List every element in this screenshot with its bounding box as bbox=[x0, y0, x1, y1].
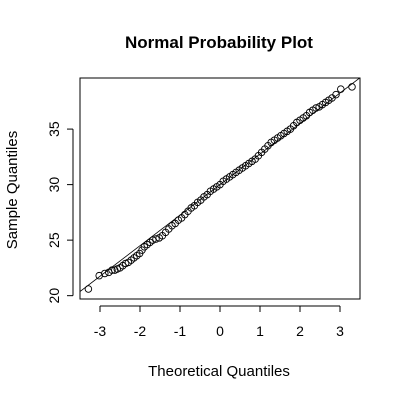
data-point bbox=[348, 83, 356, 91]
data-point bbox=[108, 266, 116, 274]
y-axis-label: Sample Quantiles bbox=[4, 131, 21, 249]
x-tick-label: 2 bbox=[296, 323, 304, 339]
data-point bbox=[84, 285, 93, 293]
data-point bbox=[337, 85, 345, 93]
x-tick-label: -2 bbox=[134, 323, 147, 339]
data-point bbox=[332, 90, 340, 99]
x-tick-label: 1 bbox=[256, 323, 264, 339]
x-tick-label: -1 bbox=[174, 323, 187, 339]
y-tick-label: 30 bbox=[46, 177, 62, 193]
y-tick-label: 35 bbox=[46, 121, 62, 137]
data-point bbox=[312, 104, 320, 112]
x-tick-label: 3 bbox=[336, 323, 344, 339]
y-tick-label: 25 bbox=[46, 232, 62, 248]
x-tick-label: -3 bbox=[94, 323, 107, 339]
y-axis: 20 25 30 35 bbox=[46, 121, 74, 304]
y-tick-label: 20 bbox=[46, 288, 62, 304]
data-point bbox=[101, 269, 109, 278]
x-tick-label: 0 bbox=[216, 323, 224, 339]
plot-frame bbox=[79, 77, 361, 300]
data-point bbox=[149, 236, 157, 244]
chart-title: Normal Probability Plot bbox=[125, 33, 313, 52]
x-axis-label: Theoretical Quantiles bbox=[148, 363, 290, 380]
x-axis: -3 -2 -1 0 1 2 3 bbox=[94, 305, 344, 339]
data-point bbox=[152, 235, 160, 243]
